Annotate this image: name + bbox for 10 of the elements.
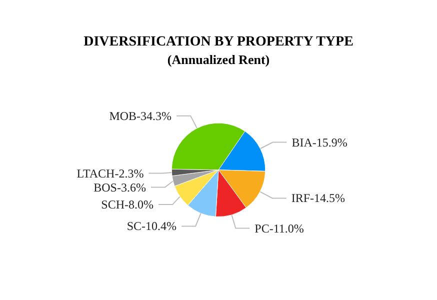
slice-label: SC-10.4% — [126, 219, 177, 234]
slice-label: BIA-15.9% — [292, 135, 348, 150]
slice-label: IRF-14.5% — [291, 191, 346, 206]
slice-label: SCH-8.0% — [101, 198, 154, 212]
slice-label: BOS-3.6% — [94, 180, 146, 194]
chart-subtitle: (Annualized Rent) — [167, 52, 270, 67]
slice-label: MOB-34.3% — [109, 108, 172, 123]
chart-title: DIVERSIFICATION BY PROPERTY TYPE — [84, 34, 354, 50]
slice-label: LTACH-2.3% — [76, 166, 144, 180]
slice-label: PC-11.0% — [254, 221, 304, 236]
